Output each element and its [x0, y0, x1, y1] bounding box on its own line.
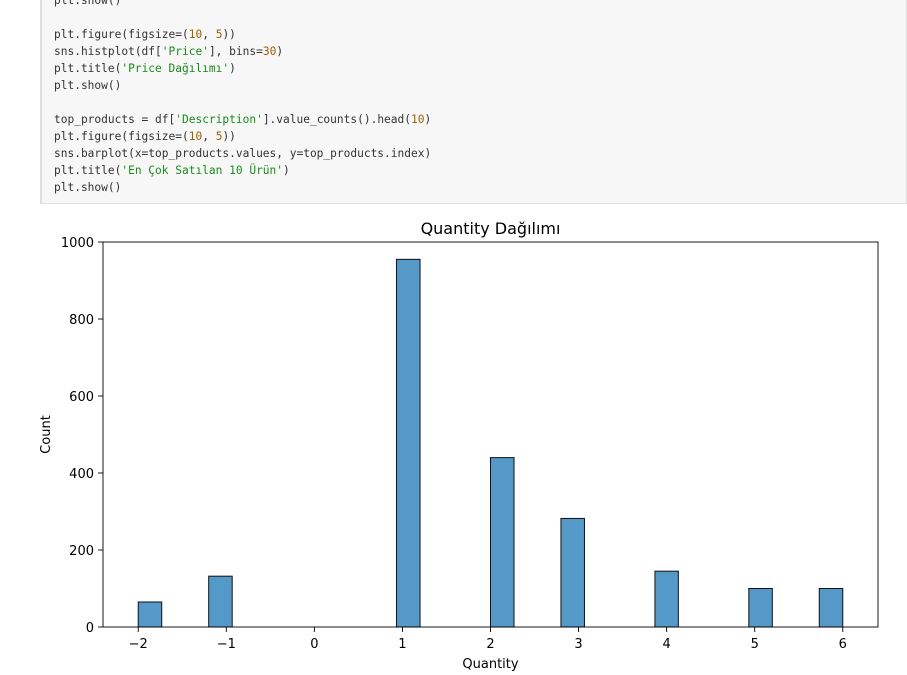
y-tick-label: 0 [86, 621, 94, 636]
y-tick-label: 200 [69, 544, 94, 559]
y-tick-label: 1000 [61, 236, 94, 251]
code-token: 10 [188, 130, 203, 143]
histogram-bar [560, 517, 585, 628]
code-token: 'Description' [175, 113, 263, 126]
code-token: 'Price Dağılımı' [121, 62, 230, 75]
code-token: sns.barplot(x=top_products.values, y=top… [54, 147, 432, 160]
x-tick-label: 6 [839, 637, 847, 652]
x-tick-label: 4 [662, 637, 670, 652]
code-token: , [202, 130, 216, 143]
code-token: )) [222, 130, 236, 143]
cell-output: −2 −1 0 1 2 3 4 5 6 0 200 400 600 800 1000 Quantity D… [0, 205, 907, 672]
code-token: 30 [262, 45, 277, 58]
code-line: plt.show() [54, 0, 121, 9]
code-token: 'En Çok Satılan 10 Ürün' [121, 164, 284, 177]
code-token: 10 [188, 28, 203, 41]
y-tick-label: 400 [69, 467, 94, 482]
y-tick-label: 600 [69, 390, 94, 405]
code-token: ], bins= [208, 45, 263, 58]
code-line: plt.title('En Çok Satılan 10 Ürün') [54, 162, 290, 179]
histogram-bar [654, 570, 679, 628]
histogram-bar [748, 588, 773, 628]
code-line: plt.figure(figsize=(10, 5)) [54, 128, 236, 145]
code-line: sns.barplot(x=top_products.values, y=top… [54, 145, 431, 162]
x-axis-label: Quantity [462, 657, 518, 671]
code-token: plt.show() [54, 79, 122, 92]
histogram-bar [818, 588, 844, 628]
code-token: plt.title( [54, 164, 122, 177]
y-tick-label: 800 [69, 313, 94, 328]
code-token: ) [229, 62, 236, 75]
code-token: plt.title( [54, 62, 122, 75]
histogram-chart: −2 −1 0 1 2 3 4 5 6 0 200 400 600 800 1000 Quantity D… [39, 219, 879, 672]
x-tick-label: −1 [217, 637, 236, 652]
code-token: 5 [215, 28, 223, 41]
chart-title: Quantity Dağılımı [421, 219, 561, 238]
histogram-bar [396, 258, 421, 628]
code-token: plt.show() [54, 0, 122, 7]
x-tick-label: 2 [486, 637, 494, 652]
code-token: ) [283, 164, 290, 177]
code-token: ) [276, 45, 284, 58]
code-token: plt.figure(figsize=( [54, 28, 189, 41]
code-token: , [202, 28, 216, 41]
x-tick-label: 5 [751, 637, 759, 652]
code-token: ) [424, 113, 432, 126]
code-token: top_products = df[ [54, 113, 176, 126]
code-line: plt.show() [54, 179, 121, 196]
histogram-bar [208, 575, 233, 628]
histogram-bar [137, 601, 163, 628]
code-token: plt.show() [54, 181, 122, 194]
code-line: plt.figure(figsize=(10, 5)) [54, 26, 236, 43]
code-token: )) [222, 28, 236, 41]
x-tick-label: 1 [398, 637, 406, 652]
x-tick-label: −2 [129, 637, 148, 652]
x-tick-label: 3 [574, 637, 582, 652]
code-token: 5 [215, 130, 223, 143]
code-line: plt.title('Price Dağılımı') [54, 60, 236, 77]
code-line: plt.show() [54, 77, 121, 94]
code-cell[interactable]: plt.show() plt.figure(figsize=(10, 5)) sns… [40, 0, 907, 204]
code-token: ].value_counts().head( [262, 113, 411, 126]
code-token: 'Price' [161, 45, 209, 58]
x-tick-label: 0 [310, 637, 318, 652]
code-token: 10 [411, 113, 425, 126]
histogram-bar [490, 457, 515, 628]
code-token: sns.histplot(df[ [54, 45, 162, 58]
code-token: plt.figure(figsize=( [54, 130, 189, 143]
code-line: sns.histplot(df['Price'], bins=30) [54, 43, 283, 60]
code-line: top_products = df['Description'].value_c… [54, 111, 431, 128]
y-axis-label: Count [39, 415, 54, 454]
